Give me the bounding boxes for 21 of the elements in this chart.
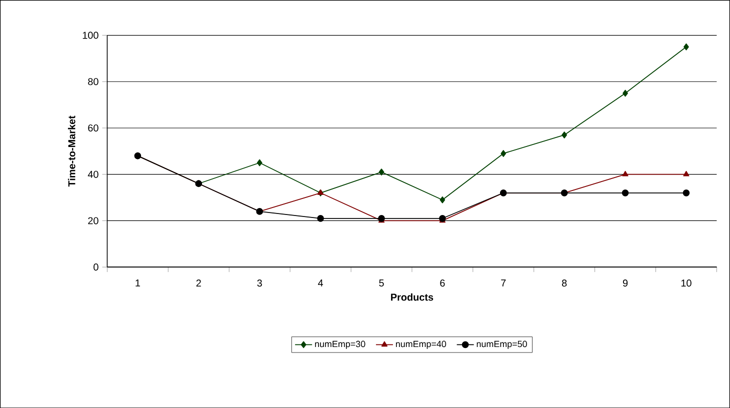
x-tick-label: 10	[681, 279, 692, 286]
y-axis-title: Time-to-Market	[68, 116, 76, 187]
x-axis-title: Products	[391, 293, 434, 301]
x-tick-label: 8	[562, 279, 567, 286]
y-tick-label: 100	[82, 32, 98, 39]
x-tick-label: 5	[379, 279, 384, 286]
x-tick-label: 4	[318, 279, 324, 286]
x-tick-label: 6	[440, 279, 445, 286]
legend-label: numEmp=30	[315, 340, 366, 349]
y-tick-label: 40	[88, 170, 98, 178]
x-tick-label: 3	[257, 279, 262, 286]
x-tick-label: 1	[136, 279, 140, 286]
y-tick-label: 60	[88, 124, 98, 132]
y-tick-label: 0	[94, 263, 98, 270]
legend-label: numEmp=50	[476, 340, 527, 349]
x-tick-label: 7	[501, 279, 506, 286]
x-tick-label: 2	[196, 279, 201, 286]
y-tick-label: 20	[88, 217, 98, 224]
x-tick-label: 9	[622, 279, 628, 286]
y-tick-label: 80	[88, 78, 98, 86]
legend-label: numEmp=40	[396, 340, 446, 349]
